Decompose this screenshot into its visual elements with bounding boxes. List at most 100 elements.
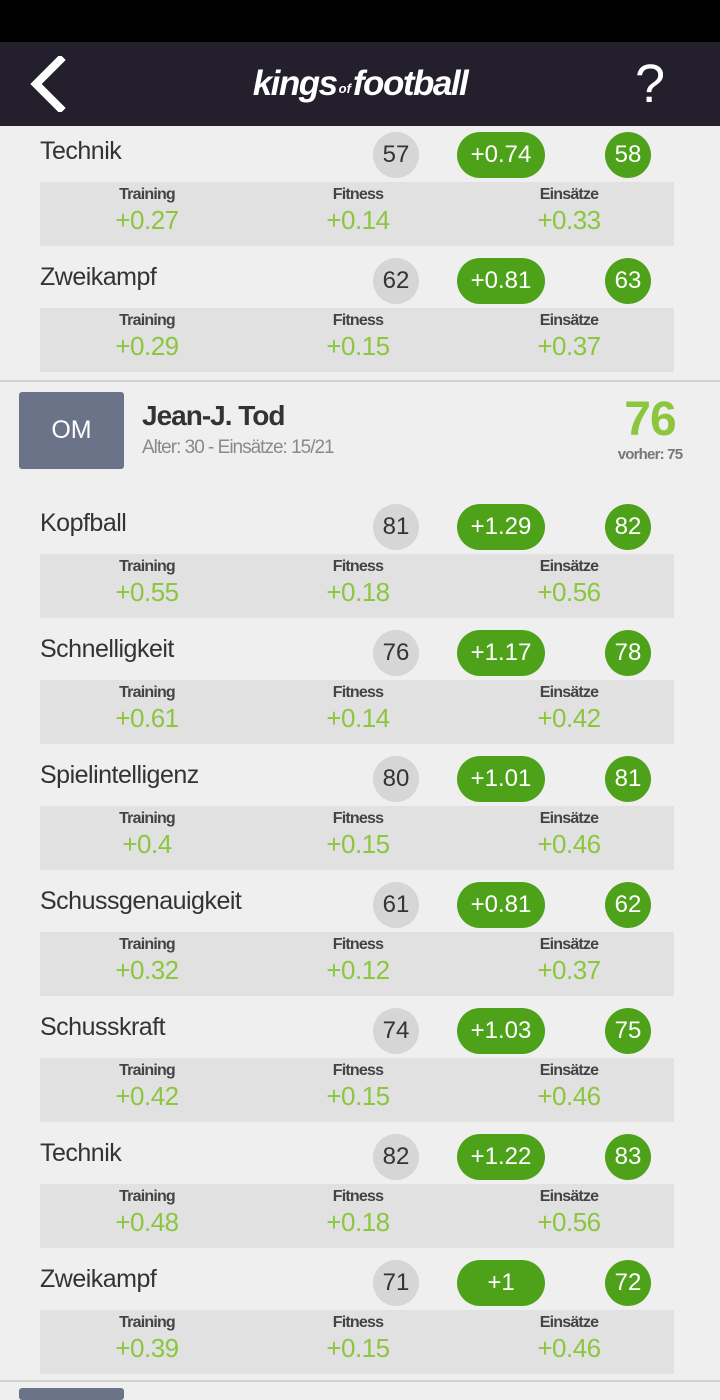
delta-value-badge: +0.81 bbox=[457, 258, 545, 304]
player-divider bbox=[0, 1380, 720, 1382]
training-label: Training bbox=[119, 684, 176, 701]
new-value-badge: 72 bbox=[605, 1260, 651, 1306]
fitness-value: +0.18 bbox=[326, 1207, 390, 1237]
fitness-label: Fitness bbox=[332, 312, 384, 329]
help-button[interactable]: ? bbox=[634, 54, 666, 114]
training-label: Training bbox=[119, 1188, 176, 1205]
einsaetze-column: Einsätze +0.42 bbox=[499, 684, 639, 734]
attribute-name: Technik bbox=[40, 1139, 122, 1167]
fitness-value: +0.18 bbox=[326, 577, 390, 607]
fitness-column: Fitness +0.12 bbox=[288, 936, 428, 986]
attribute-row: Technik 82 +1.22 83 bbox=[0, 1128, 720, 1184]
attribute-name: Schnelligkeit bbox=[40, 635, 174, 663]
einsaetze-column: Einsätze +0.56 bbox=[499, 558, 639, 608]
training-column: Training +0.32 bbox=[77, 936, 217, 986]
attribute-breakdown: Training +0.39 Fitness +0.15 Einsätze +0.46 bbox=[40, 1310, 674, 1374]
old-value-badge: 74 bbox=[373, 1008, 419, 1054]
fitness-value: +0.14 bbox=[326, 205, 390, 235]
app-logo: kings offootball bbox=[252, 64, 469, 103]
attribute-row: Zweikampf 62 +0.81 63 bbox=[0, 252, 720, 308]
fitness-column: Fitness +0.15 bbox=[288, 1062, 428, 1112]
einsaetze-column: Einsätze +0.56 bbox=[499, 1188, 639, 1238]
attribute-row: Schnelligkeit 76 +1.17 78 bbox=[0, 624, 720, 680]
new-value-badge: 83 bbox=[605, 1134, 651, 1180]
training-column: Training +0.61 bbox=[77, 684, 217, 734]
einsaetze-value: +0.56 bbox=[537, 1207, 601, 1237]
delta-value-badge: +0.74 bbox=[457, 132, 545, 178]
delta-value-badge: +1.17 bbox=[457, 630, 545, 676]
einsaetze-column: Einsätze +0.33 bbox=[499, 186, 639, 236]
delta-value-badge: +1 bbox=[457, 1260, 545, 1306]
fitness-value: +0.15 bbox=[326, 331, 390, 361]
training-label: Training bbox=[119, 936, 176, 953]
attribute-breakdown: Training +0.29 Fitness +0.15 Einsätze +0.37 bbox=[40, 308, 674, 372]
status-bar bbox=[0, 0, 720, 42]
player-name: Jean-J. Tod bbox=[142, 400, 286, 431]
old-value-badge: 71 bbox=[373, 1260, 419, 1306]
einsaetze-value: +0.37 bbox=[537, 331, 601, 361]
new-value-badge: 62 bbox=[605, 882, 651, 928]
fitness-label: Fitness bbox=[332, 936, 384, 953]
training-label: Training bbox=[119, 186, 176, 203]
fitness-label: Fitness bbox=[332, 810, 384, 827]
old-value-badge: 76 bbox=[373, 630, 419, 676]
einsaetze-value: +0.42 bbox=[537, 703, 601, 733]
fitness-column: Fitness +0.14 bbox=[288, 186, 428, 236]
old-value-badge: 62 bbox=[373, 258, 419, 304]
fitness-column: Fitness +0.15 bbox=[288, 810, 428, 860]
new-value-badge: 75 bbox=[605, 1008, 651, 1054]
training-label: Training bbox=[119, 312, 176, 329]
old-value-badge: 57 bbox=[373, 132, 419, 178]
fitness-label: Fitness bbox=[332, 1188, 384, 1205]
attribute-name: Zweikampf bbox=[40, 1265, 157, 1293]
fitness-column: Fitness +0.14 bbox=[288, 684, 428, 734]
fitness-label: Fitness bbox=[332, 1062, 384, 1079]
delta-value-badge: +1.22 bbox=[457, 1134, 545, 1180]
attribute-breakdown: Training +0.55 Fitness +0.18 Einsätze +0.56 bbox=[40, 554, 674, 618]
attribute-row: Schussgenauigkeit 61 +0.81 62 bbox=[0, 876, 720, 932]
back-button[interactable] bbox=[18, 54, 78, 114]
app-bar: kings offootball ? bbox=[0, 42, 720, 126]
player-divider bbox=[0, 380, 720, 382]
einsaetze-column: Einsätze +0.46 bbox=[499, 1314, 639, 1364]
training-value: +0.27 bbox=[115, 205, 179, 235]
einsaetze-column: Einsätze +0.37 bbox=[499, 936, 639, 986]
player-header[interactable]: OM Jean-J. Tod Alter: 30 - Einsätze: 15/… bbox=[0, 382, 720, 498]
delta-value-badge: +1.29 bbox=[457, 504, 545, 550]
training-label: Training bbox=[119, 810, 176, 827]
fitness-label: Fitness bbox=[332, 186, 384, 203]
player-previous-rating: vorher: 75 bbox=[617, 446, 683, 463]
training-value: +0.4 bbox=[122, 829, 172, 859]
attribute-row: Zweikampf 71 +1 72 bbox=[0, 1254, 720, 1310]
content: Technik 57 +0.74 58 Training +0.27 Fitness +0.1… bbox=[0, 126, 720, 1382]
chevron-left-icon bbox=[30, 56, 66, 112]
attribute-breakdown: Training +0.42 Fitness +0.15 Einsätze +0.46 bbox=[40, 1058, 674, 1122]
einsaetze-column: Einsätze +0.46 bbox=[499, 810, 639, 860]
training-value: +0.32 bbox=[115, 955, 179, 985]
einsaetze-value: +0.46 bbox=[537, 829, 601, 859]
attribute-breakdown: Training +0.4 Fitness +0.15 Einsätze +0.46 bbox=[40, 806, 674, 870]
fitness-label: Fitness bbox=[332, 684, 384, 701]
attribute-breakdown: Training +0.32 Fitness +0.12 Einsätze +0.37 bbox=[40, 932, 674, 996]
fitness-value: +0.15 bbox=[326, 1333, 390, 1363]
einsaetze-value: +0.56 bbox=[537, 577, 601, 607]
training-value: +0.29 bbox=[115, 331, 179, 361]
attribute-breakdown: Training +0.27 Fitness +0.14 Einsätze +0.33 bbox=[40, 182, 674, 246]
einsaetze-label: Einsätze bbox=[539, 1314, 599, 1331]
training-column: Training +0.55 bbox=[77, 558, 217, 608]
attribute-row: Schusskraft 74 +1.03 75 bbox=[0, 1002, 720, 1058]
training-column: Training +0.48 bbox=[77, 1188, 217, 1238]
fitness-value: +0.12 bbox=[326, 955, 390, 985]
einsaetze-column: Einsätze +0.37 bbox=[499, 312, 639, 362]
attribute-row: Spielintelligenz 80 +1.01 81 bbox=[0, 750, 720, 806]
attribute-name: Technik bbox=[40, 137, 122, 165]
delta-value-badge: +1.03 bbox=[457, 1008, 545, 1054]
attribute-name: Schussgenauigkeit bbox=[40, 887, 242, 915]
attribute-row: Technik 57 +0.74 58 bbox=[0, 126, 720, 182]
training-value: +0.61 bbox=[115, 703, 179, 733]
training-column: Training +0.29 bbox=[77, 312, 217, 362]
fitness-label: Fitness bbox=[332, 558, 384, 575]
fitness-column: Fitness +0.15 bbox=[288, 312, 428, 362]
new-value-badge: 81 bbox=[605, 756, 651, 802]
delta-value-badge: +0.81 bbox=[457, 882, 545, 928]
